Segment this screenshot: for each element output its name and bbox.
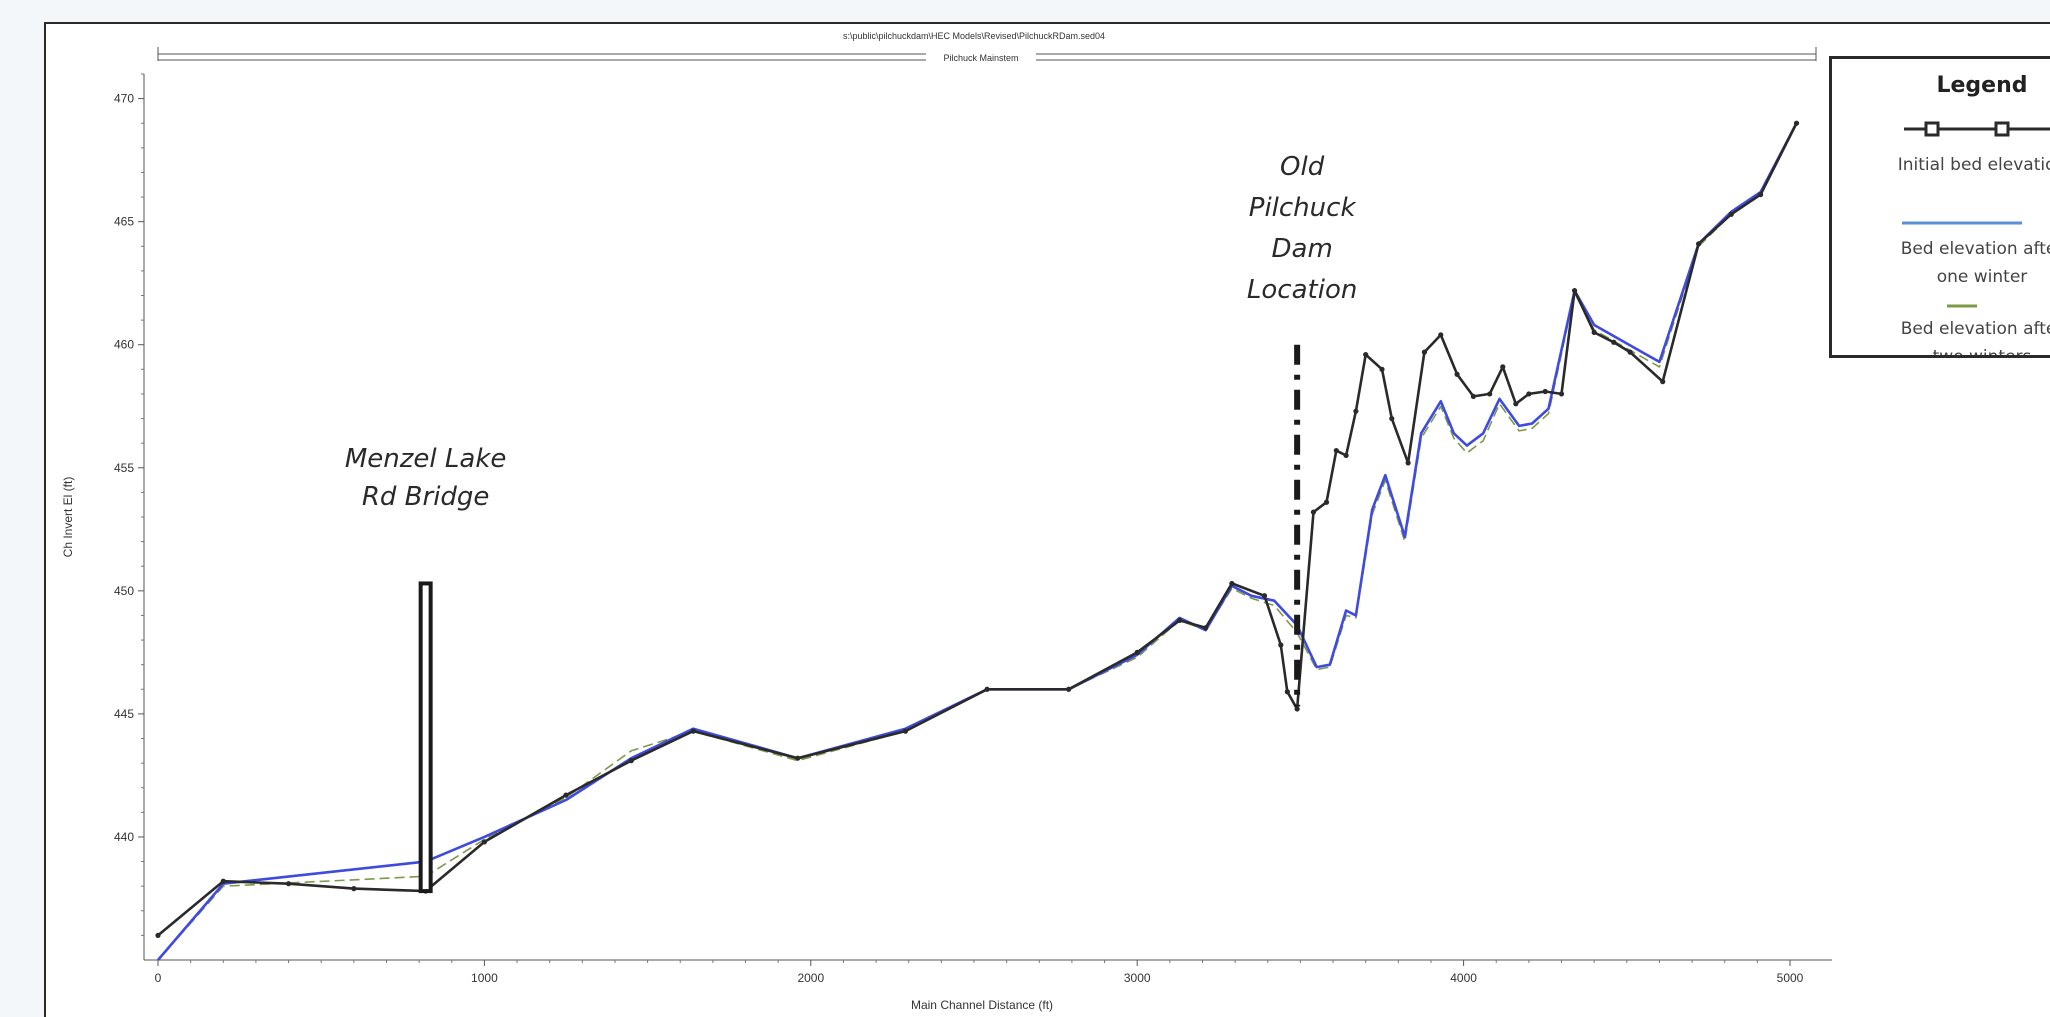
series-point-initial xyxy=(1323,499,1330,505)
series-line-one-winter xyxy=(157,122,1798,961)
series-point-initial xyxy=(1758,191,1764,198)
annotations: Menzel Lake Rd Bridge Old Pilchuck Dam Locati… xyxy=(345,152,1357,512)
series-point-initial xyxy=(1591,329,1597,336)
x-axis-ticks: 0 1000 2000 3000 4000 5000 xyxy=(155,960,1804,985)
series-point-initial xyxy=(481,839,487,845)
series-point-initial xyxy=(1343,452,1349,459)
x-axis-title: Main Channel Distance (ft) xyxy=(911,998,1053,1012)
series-point-initial xyxy=(220,878,226,884)
bridge-marker xyxy=(418,581,433,894)
annotation-dam-line: Dam xyxy=(1271,234,1332,264)
series-point-initial xyxy=(1353,408,1359,414)
annotation-bridge-line: Rd Bridge xyxy=(362,482,490,512)
legend-entry-initial: Initial bed elevation xyxy=(1897,155,2050,175)
x-tick-label: 0 xyxy=(155,971,162,985)
x-tick-label: 3000 xyxy=(1124,971,1151,985)
series-point-initial xyxy=(1134,649,1140,655)
series-point-initial xyxy=(1660,379,1666,385)
series-point-initial xyxy=(1389,415,1395,422)
series-line-two-winters xyxy=(157,122,1798,961)
chart-frame: s:\public\pilchuckdam\HEC Models\Revised… xyxy=(44,22,2050,1017)
annotation-dam-line: Pilchuck xyxy=(1249,193,1357,223)
series-point-initial xyxy=(1261,593,1268,599)
series-point-initial xyxy=(1229,580,1235,587)
series-point-initial xyxy=(351,886,357,892)
series-point-initial xyxy=(1611,339,1617,345)
series-point-initial xyxy=(1203,625,1209,631)
x-tick-label: 1000 xyxy=(471,971,498,985)
series-point-initial xyxy=(1470,393,1476,400)
series-point-initial xyxy=(1627,349,1633,355)
y-axis-title: Ch Invert El (ft) xyxy=(61,477,75,558)
series-point-initial xyxy=(1728,211,1734,217)
series-point-initial xyxy=(1438,332,1444,338)
series-line-initial xyxy=(157,122,1798,937)
series-point-initial xyxy=(1421,349,1428,355)
series-layer xyxy=(155,120,1800,961)
y-tick-label: 460 xyxy=(114,338,134,352)
x-tick-label: 2000 xyxy=(797,971,824,985)
series-point-initial xyxy=(1294,706,1300,712)
legend-entry-one-winter: Bed elevation after one winter xyxy=(1900,239,2050,287)
series-point-initial xyxy=(1542,388,1548,395)
chart-svg: s:\public\pilchuckdam\HEC Models\Revised… xyxy=(61,31,1832,1012)
series-point-initial xyxy=(628,758,634,764)
series-point-initial xyxy=(1513,401,1519,407)
series-point-initial xyxy=(563,792,569,798)
series-point-initial xyxy=(1177,617,1183,623)
annotation-dam-line: Old xyxy=(1280,152,1325,182)
series-point-initial xyxy=(285,881,292,887)
y-axis-ticks: 440 445 450 455 460 465 470 xyxy=(114,73,144,936)
legend: Legend Initial bed elevation Bed elevati… xyxy=(1829,56,2050,358)
y-tick-label: 455 xyxy=(114,461,134,475)
series-point-initial xyxy=(690,728,696,734)
header-reach: Pilchuck Mainstem xyxy=(943,53,1018,63)
y-tick-label: 450 xyxy=(114,584,134,598)
legend-title: Legend xyxy=(1936,73,2028,98)
series-point-initial xyxy=(1278,642,1284,648)
series-point-initial xyxy=(984,686,990,692)
series-point-initial xyxy=(1558,391,1565,397)
x-tick-label: 4000 xyxy=(1450,971,1477,985)
y-tick-label: 440 xyxy=(114,830,134,844)
x-tick-label: 5000 xyxy=(1777,971,1804,985)
y-tick-label: 465 xyxy=(114,215,134,229)
series-point-initial xyxy=(1500,364,1506,370)
series-point-initial xyxy=(795,755,801,761)
series-point-initial xyxy=(1310,509,1317,515)
annotation-bridge-line: Menzel Lake xyxy=(345,444,507,474)
series-point-initial xyxy=(1571,287,1578,294)
series-point-initial xyxy=(1696,241,1702,247)
y-tick-label: 470 xyxy=(114,92,134,106)
series-point-initial xyxy=(1363,351,1369,358)
series-point-initial xyxy=(1284,689,1290,695)
header-path: s:\public\pilchuckdam\HEC Models\Revised… xyxy=(843,31,1105,41)
legend-swatches xyxy=(1902,121,2050,308)
legend-swatch-initial xyxy=(1904,121,2050,137)
annotation-dam-line: Location xyxy=(1247,275,1357,305)
series-point-initial xyxy=(1487,391,1493,397)
series-point-initial xyxy=(1793,120,1800,126)
series-point-initial xyxy=(1454,371,1460,377)
series-point-initial xyxy=(1379,366,1385,372)
series-point-initial xyxy=(1333,447,1339,454)
legend-entry-two-winters: Bed elevation after two winters xyxy=(1900,319,2050,358)
series-point-initial xyxy=(902,728,909,734)
series-point-initial xyxy=(1405,460,1411,466)
series-point-initial xyxy=(1066,686,1072,692)
series-point-initial xyxy=(1526,391,1532,397)
y-tick-label: 445 xyxy=(114,707,134,721)
series-point-initial xyxy=(155,932,161,938)
